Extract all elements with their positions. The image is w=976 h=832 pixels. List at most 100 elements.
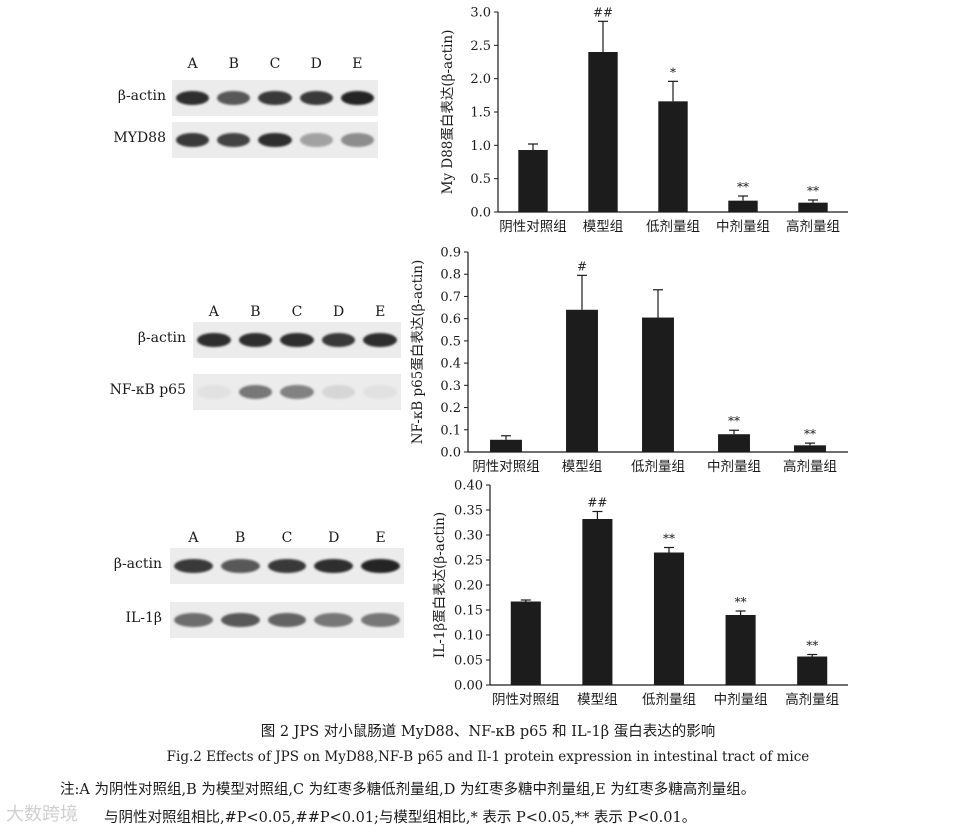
x-tick-label: 阴性对照组 — [499, 219, 567, 235]
significance-label: ** — [806, 639, 818, 653]
lane-label-a: A — [187, 56, 198, 72]
y-tick-label: 0.35 — [454, 504, 483, 519]
blot-band — [220, 613, 260, 627]
blot-band — [363, 333, 397, 347]
blot-band — [217, 91, 251, 105]
bar-chart-nfkb: 0.0 0.1 0.2 0.3 0.4 0.5 0.6 0.7 0.8 0.9 NF-κB p65蛋… — [410, 240, 850, 484]
bar — [653, 552, 685, 685]
y-tick-label: 0.6 — [440, 312, 461, 327]
x-tick-label: 模型组 — [577, 692, 618, 708]
blot-band — [361, 559, 400, 573]
lane-label-d: D — [328, 530, 340, 546]
lane-label-d: D — [310, 56, 322, 72]
blot-band — [340, 91, 374, 105]
bar-chart-il1b: 0.00 0.05 0.10 0.15 0.20 0.25 0.30 0.35 0.40 IL-1… — [410, 478, 850, 714]
blot-band — [267, 559, 307, 573]
figure-caption-en: Fig.2 Effects of JPS on MyD88,NF-B p65 a… — [166, 749, 810, 765]
bar-chart-myd88: 0.0 0.5 1.0 1.5 2.0 2.5 3.0 My D88蛋白表达(β-actin)… — [410, 0, 850, 244]
blot-band — [361, 613, 400, 627]
significance-label: ** — [737, 180, 749, 194]
blot-band — [238, 385, 273, 399]
figure-caption-cn: 图 2 JPS 对小鼠肠道 MyD88、NF-κB p65 和 IL-1β 蛋白… — [260, 724, 716, 740]
y-tick-label: 1.0 — [470, 139, 491, 154]
lane-label-d: D — [332, 304, 345, 320]
significance-label: # — [577, 259, 587, 273]
bar — [490, 439, 522, 452]
lane-label-b: B — [235, 530, 246, 546]
significance-label: ** — [807, 184, 819, 198]
lane-label-b: B — [228, 56, 239, 72]
bar — [510, 601, 541, 685]
x-tick-label: 模型组 — [562, 459, 603, 475]
y-tick-label: 2.5 — [470, 39, 491, 54]
lane-label-a: A — [188, 530, 199, 546]
bar — [794, 445, 826, 452]
y-tick-label: 0.1 — [440, 423, 461, 438]
blot-row-label: β-actin — [113, 556, 162, 572]
y-tick-label: 0.15 — [454, 604, 483, 619]
lane-label-e: E — [352, 56, 363, 72]
blot-band — [299, 133, 333, 147]
blot-band — [340, 133, 374, 147]
blot-row-label: β-actin — [117, 88, 166, 104]
bar — [518, 150, 548, 212]
y-tick-label: 1.5 — [470, 106, 491, 121]
y-tick-label: 0.7 — [440, 290, 461, 305]
blot-band — [314, 559, 354, 573]
blot-band — [176, 91, 210, 105]
figure-note-line2: 与阴性对照组相比,#P<0.05,##P<0.01;与模型组相比,* 表示 P<… — [104, 810, 697, 826]
blot-row-label: β-actin — [137, 330, 186, 346]
bar — [658, 101, 688, 212]
x-tick-label: 中剂量组 — [707, 459, 761, 475]
y-tick-label: 0.30 — [454, 529, 483, 544]
y-tick-label: 0.25 — [454, 554, 483, 569]
blot-band — [314, 613, 354, 627]
lane-label-c: C — [291, 304, 303, 320]
significance-label: * — [670, 65, 676, 79]
x-tick-label: 模型组 — [583, 219, 624, 235]
bar — [728, 200, 758, 212]
x-tick-label: 阴性对照组 — [492, 692, 560, 708]
blot-band — [280, 385, 314, 399]
y-tick-label: 3.0 — [470, 6, 491, 21]
y-tick-label: 0.8 — [440, 268, 461, 283]
y-tick-label: 0.40 — [454, 479, 483, 494]
y-axis-label: NF-κB p65蛋白表达(β-actin) — [410, 260, 426, 445]
x-tick-label: 高剂量组 — [786, 218, 840, 235]
watermark-logo: 大数跨境 — [6, 804, 78, 825]
lane-label-c: C — [281, 530, 293, 546]
significance-label: ## — [587, 496, 607, 510]
blot-band — [258, 133, 292, 147]
blot-band — [174, 613, 213, 627]
bar — [582, 519, 613, 685]
bar — [725, 615, 756, 685]
significance-label: ## — [593, 5, 613, 19]
x-tick-label: 中剂量组 — [716, 219, 770, 235]
bar — [718, 434, 750, 452]
bar-chart-nfkb-svg: 0.0 0.1 0.2 0.3 0.4 0.5 0.6 0.7 0.8 0.9 NF-κB p65蛋… — [410, 246, 848, 475]
x-tick-label: 低剂量组 — [631, 459, 685, 475]
blot-row-label: IL-1β — [125, 610, 162, 626]
bar — [588, 52, 618, 212]
y-tick-label: 0.3 — [440, 379, 461, 394]
blot-band — [197, 385, 231, 399]
bar — [798, 202, 828, 212]
x-tick-label: 高剂量组 — [785, 691, 839, 708]
x-tick-label: 中剂量组 — [714, 692, 768, 708]
blot-band — [174, 559, 213, 573]
bar — [797, 656, 828, 685]
y-axis-label: My D88蛋白表达(β-actin) — [440, 30, 456, 195]
lane-label-e: E — [375, 530, 386, 546]
bar — [566, 309, 598, 452]
blot-band — [267, 613, 307, 627]
lane-label-a: A — [208, 304, 219, 320]
y-tick-label: 0.00 — [454, 679, 483, 694]
bar-chart-il1b-svg: 0.00 0.05 0.10 0.15 0.20 0.25 0.30 0.35 0.40 IL-1… — [432, 479, 848, 708]
blot-band — [321, 333, 356, 347]
bar — [642, 317, 674, 452]
significance-label: ** — [728, 414, 740, 428]
y-tick-label: 2.0 — [470, 72, 491, 87]
lane-label-c: C — [269, 56, 281, 72]
lane-label-e: E — [375, 304, 386, 320]
y-tick-label: 0.2 — [440, 401, 461, 416]
